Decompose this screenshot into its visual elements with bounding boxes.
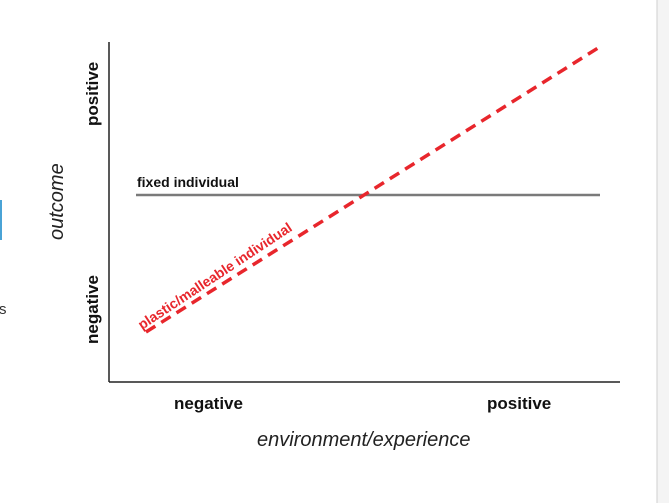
x-axis-title: environment/experience xyxy=(257,429,470,451)
left-edge-accent xyxy=(0,200,2,240)
plastic-individual-label: plastic/malleable individual xyxy=(135,219,295,332)
y-axis-title: outcome xyxy=(46,163,68,240)
right-frame-edge xyxy=(657,0,669,503)
y-tick-positive: positive xyxy=(83,62,102,126)
x-tick-positive: positive xyxy=(487,394,551,413)
plastic-individual-line xyxy=(145,46,599,334)
left-edge-glyph: s xyxy=(0,301,7,318)
y-tick-negative: negative xyxy=(83,275,102,344)
fixed-individual-label: fixed individual xyxy=(137,174,239,190)
x-tick-negative: negative xyxy=(174,394,243,413)
